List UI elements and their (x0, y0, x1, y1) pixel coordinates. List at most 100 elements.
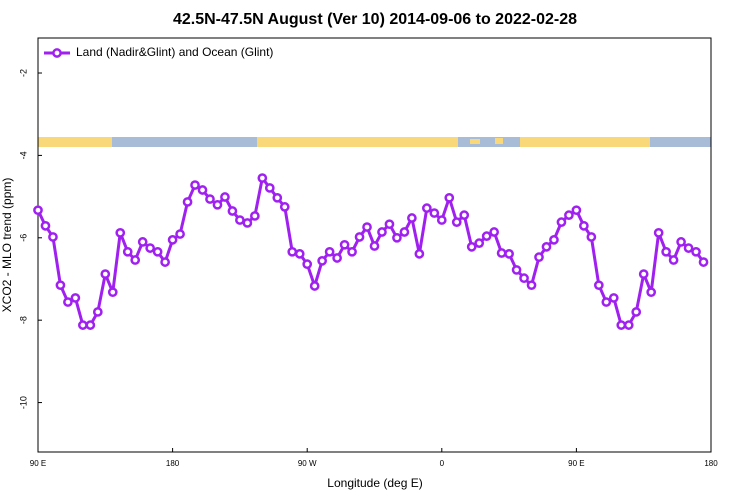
point (145, 243, 156, 253)
point (466, 242, 477, 252)
point (511, 265, 522, 275)
point (55, 280, 66, 291)
point (70, 293, 81, 303)
point (264, 183, 275, 193)
y-tick-label: -4 (18, 151, 28, 159)
point (257, 173, 268, 183)
point (302, 259, 313, 270)
point (593, 280, 604, 291)
point (107, 287, 118, 298)
land-ocean-strip (38, 137, 711, 147)
point (571, 205, 582, 216)
point (347, 246, 357, 257)
point (586, 232, 597, 242)
point (287, 246, 298, 257)
point (683, 243, 694, 253)
point (354, 232, 365, 242)
legend-label: Land (Nadir&Glint) and Ocean (Glint) (76, 45, 273, 59)
point (549, 235, 559, 245)
point (436, 215, 447, 225)
point (115, 227, 126, 238)
point (339, 239, 350, 250)
point (100, 269, 111, 279)
point (496, 248, 507, 258)
point (63, 297, 73, 307)
point (272, 192, 283, 203)
point (534, 252, 544, 263)
point (459, 210, 470, 220)
point (564, 210, 574, 220)
point (175, 229, 185, 239)
point (48, 232, 58, 242)
point (414, 249, 425, 259)
x-tick-label: 90 E (30, 459, 46, 468)
point (451, 217, 462, 227)
point (653, 227, 664, 238)
point (616, 320, 627, 330)
point (40, 220, 51, 231)
point (362, 222, 372, 232)
point (235, 215, 245, 225)
x-tick-label: 0 (440, 459, 445, 468)
point (78, 320, 88, 330)
point (504, 249, 514, 259)
x-tick-label: 90 W (298, 459, 317, 468)
point (444, 192, 455, 203)
point (526, 280, 537, 291)
point (399, 227, 410, 237)
point (332, 253, 342, 263)
point (92, 307, 103, 317)
x-tick-label: 180 (166, 459, 180, 468)
point (676, 237, 686, 247)
point (698, 257, 709, 267)
point (377, 227, 387, 237)
point (638, 269, 649, 279)
point (519, 273, 529, 284)
point (182, 197, 193, 207)
point (227, 206, 238, 216)
y-tick-label: -6 (18, 234, 28, 242)
point (489, 227, 499, 237)
point (122, 246, 133, 257)
point (623, 320, 634, 330)
point (205, 194, 215, 204)
x-tick-label: 90 E (568, 459, 584, 468)
legend-marker (52, 48, 62, 58)
point (579, 220, 589, 231)
chart-title: 42.5N-47.5N August (Ver 10) 2014-09-06 t… (173, 11, 577, 28)
point (85, 320, 96, 330)
x-tick-label: 180 (704, 459, 718, 468)
point (294, 249, 305, 259)
y-tick-label: -10 (18, 396, 28, 409)
point (646, 287, 657, 298)
point (317, 256, 328, 266)
point (407, 213, 417, 223)
point (429, 208, 440, 218)
point (220, 192, 230, 202)
point (481, 231, 492, 241)
point (197, 185, 208, 195)
point (279, 202, 290, 212)
point (691, 246, 701, 257)
y-tick-label: -8 (18, 316, 28, 324)
y-axis-label: XCO2 - MLO trend (ppm) (0, 178, 14, 313)
point (631, 307, 642, 317)
point (130, 255, 141, 265)
point (33, 205, 43, 216)
point (242, 218, 253, 228)
point (190, 180, 200, 190)
plot-frame (37, 37, 712, 453)
point (250, 211, 260, 221)
point (167, 235, 178, 245)
point (152, 246, 163, 257)
point (212, 199, 223, 210)
point (668, 255, 679, 265)
point (601, 297, 612, 307)
point (541, 242, 552, 252)
y-tick-label: -2 (18, 69, 28, 77)
point (160, 257, 170, 267)
point (324, 246, 335, 257)
point (309, 281, 320, 291)
point (474, 238, 485, 248)
point (661, 246, 671, 257)
